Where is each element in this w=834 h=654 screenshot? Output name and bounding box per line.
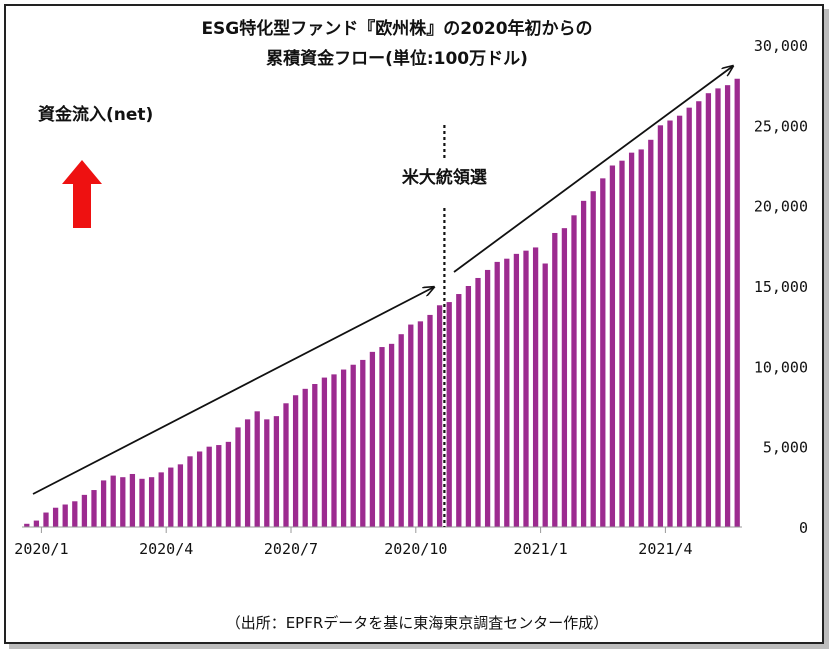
x-tick-label: 2020/4 — [139, 540, 193, 558]
bar — [340, 369, 347, 527]
bar — [552, 232, 558, 528]
bar — [456, 294, 462, 527]
bar — [580, 200, 587, 527]
bar — [532, 247, 539, 527]
chart-title-line2: 累積資金フロー(単位:100万ドル) — [266, 49, 528, 69]
x-tick-label: 2021/4 — [638, 540, 692, 558]
bar — [523, 250, 529, 527]
bar — [72, 501, 78, 527]
bar — [33, 520, 40, 527]
bar — [686, 107, 692, 527]
bar — [43, 512, 49, 527]
bar — [196, 451, 203, 527]
bar — [734, 78, 740, 528]
bar — [657, 125, 664, 527]
trend-arrow-after-election — [453, 66, 733, 273]
bar — [148, 477, 155, 527]
bar — [129, 473, 136, 527]
bar — [667, 120, 673, 527]
y-tick-label: 15,000 — [754, 278, 808, 296]
bar — [475, 277, 481, 527]
bar — [600, 178, 606, 527]
bar — [388, 343, 395, 527]
bar — [168, 467, 174, 527]
bar — [648, 139, 654, 528]
bar — [369, 351, 376, 527]
bar — [139, 478, 145, 527]
bar — [609, 165, 616, 527]
bar — [216, 445, 222, 527]
bar — [292, 395, 299, 527]
bar — [628, 152, 635, 527]
bar — [110, 475, 116, 527]
bar — [590, 191, 596, 527]
y-tick-label: 20,000 — [754, 198, 808, 216]
chart-title-line1: ESG特化型ファンド『欧州株』の2020年初からの — [201, 19, 593, 39]
bar — [81, 494, 88, 527]
bar — [696, 101, 702, 527]
bar — [561, 228, 568, 527]
bar — [177, 464, 184, 527]
bar — [465, 286, 472, 527]
x-tick-label: 2020/1 — [14, 540, 68, 558]
bar — [302, 388, 308, 527]
bar — [513, 253, 520, 527]
y-tick-label: 0 — [799, 519, 808, 537]
bar — [321, 377, 328, 527]
bar — [158, 472, 164, 527]
bar — [724, 85, 731, 528]
bar — [24, 523, 30, 527]
bar — [244, 419, 251, 527]
bar — [715, 88, 721, 527]
bar — [676, 115, 683, 527]
y-tick-label: 5,000 — [763, 439, 808, 457]
bar — [398, 334, 404, 527]
bar — [350, 364, 356, 527]
bar — [254, 411, 260, 527]
x-tick-label: 2021/1 — [514, 540, 568, 558]
bar — [571, 215, 577, 527]
bar — [52, 507, 59, 527]
bar — [427, 314, 433, 527]
up-arrow-icon — [62, 160, 102, 228]
bar — [283, 403, 289, 527]
bar — [379, 347, 385, 527]
y-tick-label: 10,000 — [754, 358, 808, 376]
bar — [91, 490, 97, 527]
trend-arrow-before-election — [32, 287, 434, 495]
bar — [273, 416, 280, 527]
bar — [705, 93, 712, 527]
bar — [619, 160, 625, 527]
bar — [100, 480, 107, 527]
bar — [436, 305, 443, 527]
bar — [120, 477, 126, 527]
bar — [206, 446, 212, 527]
x-tick-label: 2020/10 — [384, 540, 447, 558]
bar — [417, 321, 424, 527]
bar — [360, 359, 366, 527]
bar — [235, 427, 241, 527]
bar — [542, 263, 548, 527]
bar — [408, 324, 414, 527]
y-tick-label: 30,000 — [754, 37, 808, 55]
bar — [446, 302, 452, 527]
bar — [264, 419, 270, 527]
bar — [62, 504, 68, 527]
x-tick-label: 2020/7 — [264, 540, 318, 558]
inflow-label: 資金流入(net) — [38, 105, 154, 125]
y-tick-label: 25,000 — [754, 117, 808, 135]
bar — [225, 441, 232, 527]
source-note: （出所：EPFRデータを基に東海東京調査センター作成） — [225, 614, 609, 632]
bar — [331, 374, 337, 527]
bar — [312, 384, 318, 527]
election-label: 米大統領選 — [402, 167, 487, 188]
bar — [187, 456, 193, 527]
bar — [504, 258, 510, 527]
bar — [638, 149, 644, 527]
bar — [484, 269, 491, 527]
bar — [494, 261, 500, 527]
